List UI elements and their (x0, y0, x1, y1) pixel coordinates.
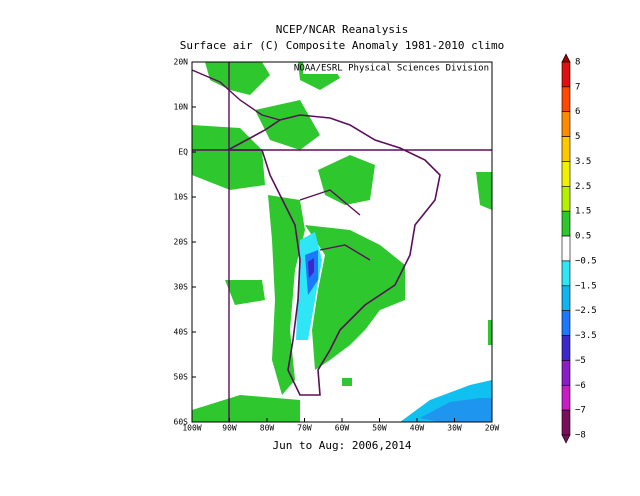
colorbar-label: 8 (575, 58, 580, 68)
colorbar-segment (561, 136, 571, 162)
lon-label: 90W (222, 424, 237, 433)
colorbar-segment (561, 409, 571, 436)
colorbar-segment (561, 384, 571, 411)
lat-label: 10S (174, 193, 189, 202)
colorbar-segment (561, 310, 571, 336)
colorbar-segment (561, 86, 571, 113)
lat-label: 50S (174, 373, 189, 382)
anomaly-negative (296, 232, 492, 422)
borders (191, 69, 371, 261)
source-box (303, 62, 492, 74)
colorbar-label: −0.5 (575, 256, 597, 266)
colorbar-segment (561, 186, 571, 212)
colorbar-label: −7 (575, 406, 586, 416)
colorbar-label: −2.5 (575, 306, 597, 316)
colorbar-label: 7 (575, 82, 580, 92)
subtitle: Surface air (C) Composite Anomaly 1981-2… (180, 39, 505, 52)
colorbar-segment (561, 235, 571, 262)
lat-label: 20N (174, 58, 189, 67)
colorbar-segment (561, 161, 571, 187)
lat-label: 10N (174, 103, 189, 112)
colorbar-label: 6 (575, 107, 580, 117)
lon-label: 80W (260, 424, 275, 433)
lon-label: 50W (372, 424, 387, 433)
colorbar-segment (561, 285, 571, 311)
colorbar-label: 3.5 (575, 157, 591, 167)
lon-label: 30W (447, 424, 462, 433)
colorbar-label: 0.5 (575, 232, 591, 242)
colorbar-label: −1.5 (575, 281, 597, 291)
lon-label: 60W (335, 424, 350, 433)
colorbar: 8 7 6 5 3.5 2.5 1.5 0.5 −0.5 −1.5 −2.5 −3.5 −5 −6 −7 −8 (561, 53, 597, 444)
lat-label: 60S (174, 418, 189, 427)
colorbar-segment (561, 260, 571, 287)
lon-label: 100W (182, 424, 201, 433)
colorbar-segment (561, 210, 571, 237)
map-area: NOAA/ESRL Physical Sciences Division (191, 61, 493, 423)
title: NCEP/NCAR Reanalysis (276, 23, 408, 36)
colorbar-label: −8 (575, 431, 586, 441)
lon-label: 70W (297, 424, 312, 433)
colorbar-label: 1.5 (575, 207, 591, 217)
lat-label: 20S (174, 238, 189, 247)
lon-label: 20W (485, 424, 500, 433)
colorbar-label: −5 (575, 356, 586, 366)
colorbar-segment (561, 111, 571, 137)
lat-label: EQ (178, 148, 188, 157)
colorbar-label: −3.5 (575, 331, 597, 341)
lat-label: 30S (174, 283, 189, 292)
caption: Jun to Aug: 2006,2014 (272, 439, 411, 452)
colorbar-segment (561, 61, 571, 88)
lon-label: 40W (410, 424, 425, 433)
anomaly-positive (192, 62, 492, 422)
colorbar-label: 2.5 (575, 182, 591, 192)
colorbar-segment (561, 360, 571, 386)
lat-label: 40S (174, 328, 189, 337)
coastline (227, 114, 441, 396)
colorbar-bottom-arrow (561, 434, 571, 444)
colorbar-label: 5 (575, 132, 580, 142)
colorbar-segment (561, 335, 571, 361)
colorbar-label: −6 (575, 381, 586, 391)
source-label: NOAA/ESRL Physical Sciences Division (294, 64, 489, 74)
colorbar-top-arrow (561, 53, 571, 63)
